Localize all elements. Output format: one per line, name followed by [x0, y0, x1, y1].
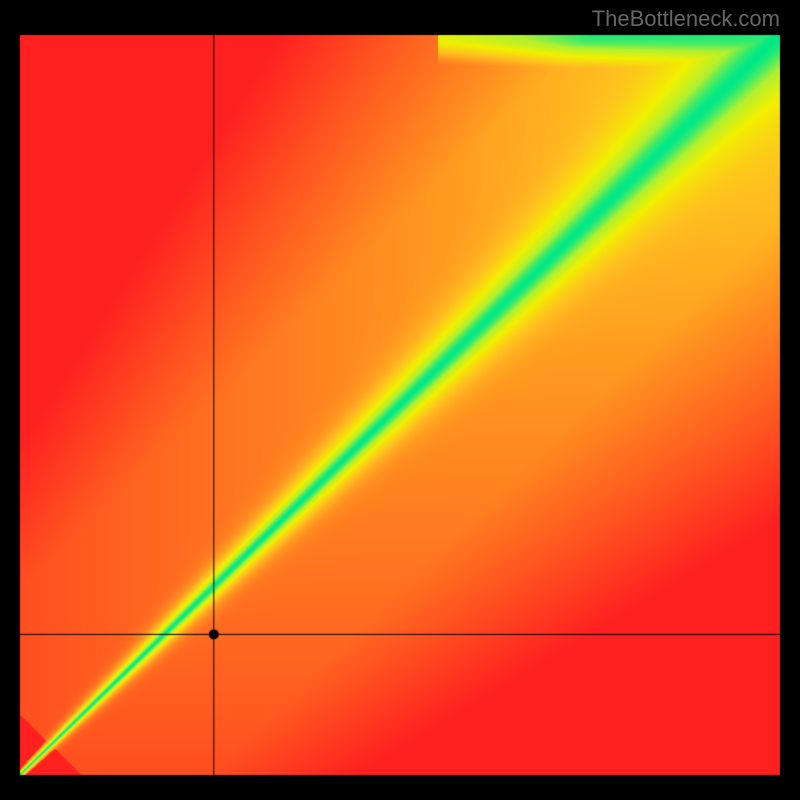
bottleneck-heatmap-chart — [0, 0, 800, 800]
chart-container: TheBottleneck.com — [0, 0, 800, 800]
watermark-text: TheBottleneck.com — [592, 6, 780, 32]
